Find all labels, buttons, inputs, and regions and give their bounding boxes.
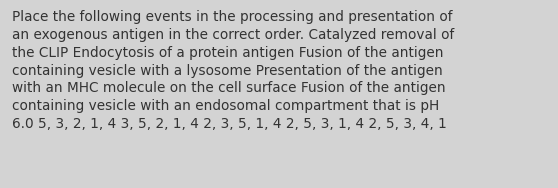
Text: Place the following events in the processing and presentation of
an exogenous an: Place the following events in the proces… bbox=[12, 10, 454, 131]
